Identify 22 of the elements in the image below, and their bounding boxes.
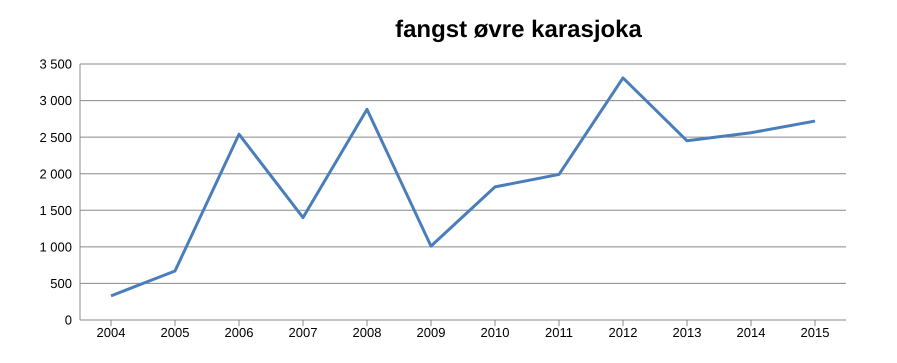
- x-tick-label: 2009: [416, 325, 446, 340]
- x-tick-label: 2015: [800, 325, 830, 340]
- y-tick-label: 2 000: [39, 166, 72, 182]
- y-tick-label: 2 500: [39, 130, 72, 145]
- y-tick-label: 3 000: [39, 93, 72, 108]
- chart-title: fangst øvre karasjoka: [394, 15, 643, 45]
- x-tick-label: 2014: [736, 325, 766, 340]
- x-tick-label: 2013: [672, 325, 702, 340]
- x-tick-label: 2006: [224, 325, 254, 340]
- y-tick-label: 1 000: [39, 239, 72, 254]
- x-tick-label: 2012: [608, 325, 638, 340]
- y-tick-label: 3 500: [39, 56, 72, 72]
- y-tick-label: 500: [50, 276, 72, 292]
- x-tick-label: 2007: [288, 325, 318, 340]
- x-tick-label: 2010: [480, 325, 510, 340]
- x-tick-label: 2011: [545, 325, 573, 340]
- y-tick-label: 0: [64, 312, 72, 328]
- x-tick-label: 2004: [96, 325, 126, 340]
- x-tick-label: 2005: [160, 325, 190, 340]
- x-tick-label: 2008: [352, 325, 382, 340]
- line-series: [110, 76, 816, 298]
- y-tick-label: 1 500: [39, 202, 72, 218]
